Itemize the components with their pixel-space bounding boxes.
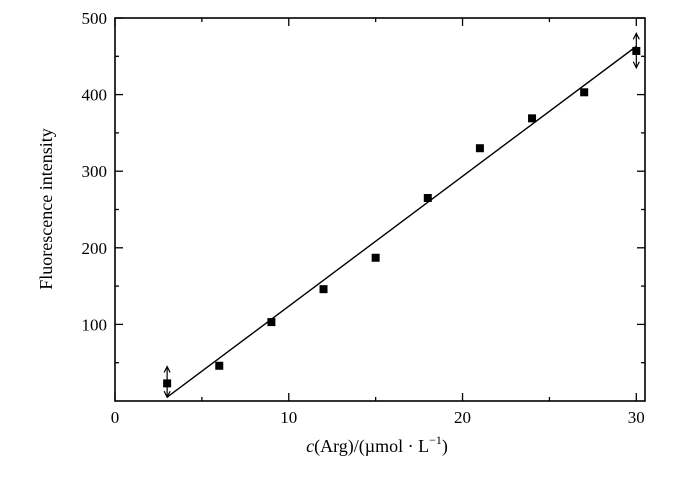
x-axis-title-main: (Arg)/(µmol · L <box>314 436 429 457</box>
y-axis-title: Fluorescence intensity <box>36 128 56 289</box>
data-point <box>163 379 172 388</box>
data-point <box>632 46 641 55</box>
data-point <box>371 253 380 262</box>
error-bar-cap-top <box>632 31 640 40</box>
plot-marks <box>163 31 641 399</box>
data-point <box>319 285 328 294</box>
x-axis-title-italic: c <box>306 436 314 456</box>
data-point <box>423 194 432 203</box>
x-tick-label: 10 <box>280 408 297 427</box>
y-tick-label: 300 <box>82 162 108 181</box>
data-point <box>215 361 224 370</box>
y-tick-label: 100 <box>82 315 108 334</box>
x-tick-label: 0 <box>111 408 120 427</box>
axes: 0 10 20 30 100 200 300 400 500 <box>82 9 646 427</box>
x-tick-label: 20 <box>454 408 471 427</box>
y-tick-label: 200 <box>82 239 108 258</box>
plot-frame <box>114 17 646 402</box>
fit-line <box>166 45 637 398</box>
error-bar-cap-bottom <box>632 61 640 70</box>
x-axis-title-sup: −1 <box>429 433 442 447</box>
data-point <box>580 88 589 97</box>
data-point <box>267 318 276 327</box>
y-tick-label: 400 <box>82 86 108 105</box>
x-axis-title-close: ) <box>442 436 448 457</box>
y-tick-label: 500 <box>82 9 108 28</box>
data-point <box>528 114 537 123</box>
x-tick-label: 30 <box>628 408 645 427</box>
error-bar-cap-top <box>163 365 171 373</box>
data-point <box>475 144 484 153</box>
error-bar-cap-bottom <box>163 390 171 399</box>
x-axis-title: c(Arg)/(µmol · L−1) <box>306 433 448 457</box>
